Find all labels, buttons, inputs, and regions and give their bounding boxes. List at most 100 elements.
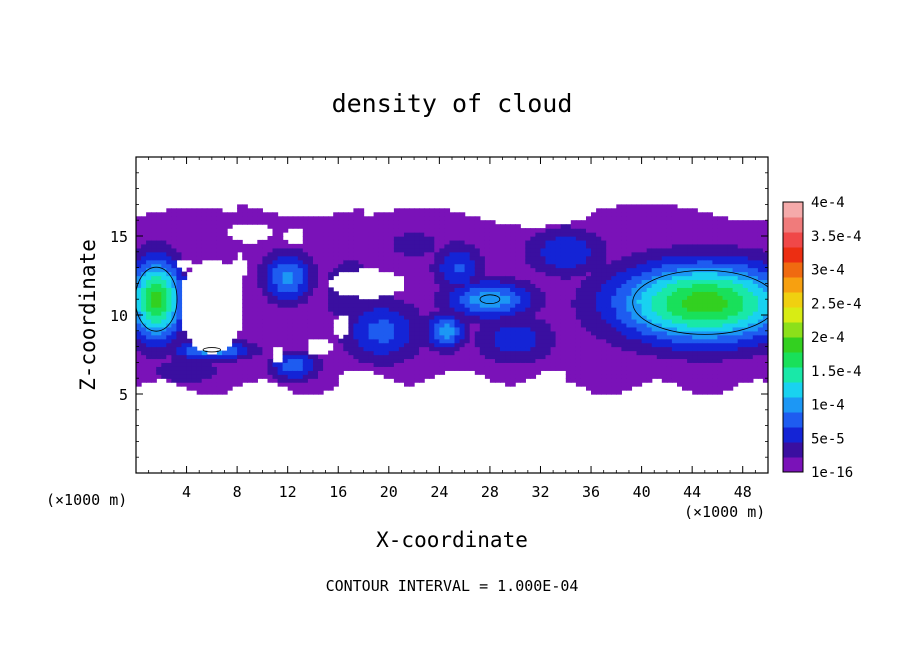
density-cell <box>545 228 552 233</box>
density-cell <box>156 283 162 288</box>
density-cell <box>510 236 516 241</box>
density-cell <box>682 366 688 371</box>
density-cell <box>358 228 365 233</box>
density-cell <box>565 224 572 229</box>
density-cell <box>378 224 385 229</box>
density-cell <box>469 220 476 225</box>
density-cell <box>601 275 607 281</box>
density-cell <box>525 319 531 324</box>
density-cell <box>722 362 729 367</box>
density-cell <box>318 362 324 367</box>
density-cell <box>474 299 481 304</box>
density-cell <box>737 358 744 363</box>
density-cell <box>762 275 768 281</box>
density-cell <box>479 362 486 367</box>
density-cell <box>601 338 607 344</box>
density-cell <box>186 354 193 360</box>
density-cell <box>611 267 617 273</box>
density-cell <box>747 267 754 273</box>
density-cell <box>459 228 466 233</box>
density-cell <box>737 251 744 257</box>
density-cell <box>262 216 269 221</box>
density-cell <box>631 259 638 265</box>
density-cell <box>237 354 243 360</box>
density-cell <box>692 291 698 296</box>
density-cell <box>616 350 622 356</box>
density-cell <box>717 358 724 363</box>
density-cell <box>560 291 567 296</box>
density-cell <box>692 382 698 387</box>
density-cell <box>636 283 643 288</box>
density-cell <box>363 330 370 336</box>
density-cell <box>429 303 435 308</box>
density-cell <box>484 224 491 229</box>
density-cell <box>666 307 673 312</box>
density-cell <box>495 350 501 356</box>
density-cell <box>752 334 759 340</box>
density-cell <box>282 342 289 348</box>
density-cell <box>439 362 446 367</box>
density-cell <box>732 279 739 284</box>
density-cell <box>580 267 587 273</box>
density-cell <box>247 208 253 213</box>
density-cell <box>611 287 617 292</box>
density-cell <box>702 390 708 395</box>
density-cell <box>722 350 729 356</box>
density-cell <box>257 287 263 292</box>
density-cell <box>727 287 734 292</box>
density-cell <box>267 259 274 265</box>
density-cell <box>560 334 567 340</box>
density-cell <box>171 346 178 352</box>
density-cell <box>439 232 446 237</box>
density-cell <box>267 307 274 312</box>
density-cell <box>515 287 521 292</box>
density-cell <box>393 338 400 344</box>
density-cell <box>621 287 628 292</box>
density-cell <box>636 350 643 356</box>
density-cell <box>687 259 693 265</box>
density-cell <box>181 247 188 253</box>
density-cell <box>707 303 713 308</box>
density-cell <box>398 295 405 300</box>
density-cell <box>338 354 344 360</box>
density-cell <box>409 220 415 225</box>
density-cell <box>586 307 592 312</box>
density-cell <box>661 232 668 237</box>
density-cell <box>333 366 339 371</box>
density-cell <box>216 370 223 375</box>
density-cell <box>727 271 734 277</box>
density-cell <box>666 212 673 217</box>
density-cell <box>591 330 597 336</box>
density-cell <box>353 303 360 308</box>
density-cell <box>510 350 516 356</box>
density-cell <box>520 275 526 281</box>
density-cell <box>651 370 658 375</box>
density-cell <box>666 228 673 233</box>
density-cell <box>707 271 713 277</box>
density-cell <box>277 303 284 308</box>
density-cell <box>136 326 142 332</box>
density-cell <box>540 271 547 277</box>
density-cell <box>596 243 602 249</box>
density-cell <box>646 330 653 336</box>
density-cell <box>166 291 172 296</box>
density-cell <box>444 342 451 348</box>
density-cell <box>500 251 506 257</box>
density-cell <box>535 259 542 265</box>
density-cell <box>580 366 587 371</box>
density-cell <box>318 311 324 316</box>
density-cell <box>166 255 172 261</box>
density-cell <box>545 358 552 363</box>
density-cell <box>717 354 724 360</box>
density-cell <box>201 236 208 241</box>
density-cell <box>762 259 768 265</box>
density-cell <box>762 271 768 277</box>
density-cell <box>378 315 385 320</box>
density-cell <box>742 279 749 284</box>
density-cell <box>404 287 410 292</box>
density-cell <box>398 326 405 332</box>
density-cell <box>237 247 243 253</box>
density-cell <box>626 303 633 308</box>
density-cell <box>621 236 628 241</box>
density-cell <box>687 275 693 281</box>
